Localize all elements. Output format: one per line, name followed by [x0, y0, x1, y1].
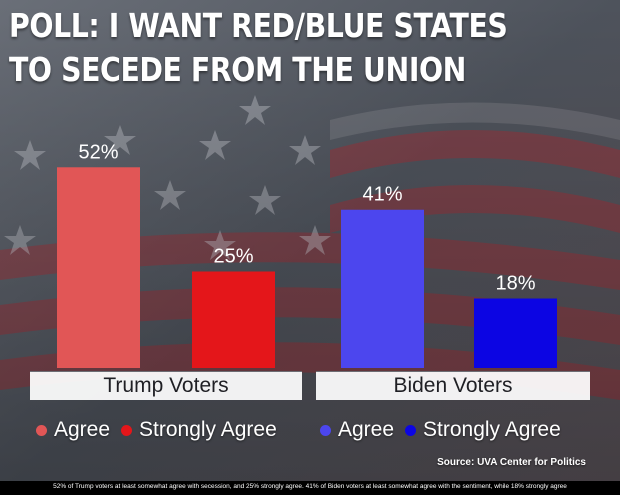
legend-dot-agree-blue	[320, 424, 331, 436]
value-label-biden-voters-agree: 41%	[362, 184, 402, 206]
legend-item-strongly-agree-blue: Strongly Agree	[405, 418, 561, 442]
category-label-trump-voters: Trump Voters	[30, 371, 302, 400]
legend-item-agree-red: Agree	[36, 418, 110, 442]
legend-dot-strongly-agree-red	[121, 424, 132, 436]
legend-label: Agree	[338, 418, 395, 441]
chart-title-line-2: TO SECEDE FROM THE UNION	[9, 50, 467, 89]
value-label-trump-voters-strongly-agree: 25%	[213, 246, 253, 268]
legend-label: Strongly Agree	[423, 418, 561, 441]
value-label-trump-voters-agree: 52%	[78, 141, 118, 163]
legend-dot-strongly-agree-blue	[405, 424, 416, 436]
source-note: Source: UVA Center for Politics	[437, 457, 586, 468]
legend-label: Strongly Agree	[139, 418, 277, 441]
legend-label: Agree	[54, 418, 111, 441]
caption-text: 52% of Trump voters at least somewhat ag…	[53, 483, 567, 490]
legend-dot-agree-red	[36, 424, 47, 436]
bar-biden-voters-agree	[341, 209, 424, 368]
legend-item-strongly-agree-red: Strongly Agree	[121, 418, 277, 442]
category-label-biden-voters: Biden Voters	[316, 371, 590, 400]
legend-item-agree-blue: Agree	[320, 418, 394, 442]
bar-biden-voters-strongly-agree	[474, 298, 557, 368]
chart-title-line-1: POLL: I WANT RED/BLUE STATES	[9, 6, 508, 45]
value-label-biden-voters-strongly-agree: 18%	[495, 273, 535, 295]
caption-bar: 52% of Trump voters at least somewhat ag…	[0, 481, 620, 495]
bar-trump-voters-strongly-agree	[192, 271, 275, 368]
bar-trump-voters-agree	[57, 167, 140, 368]
